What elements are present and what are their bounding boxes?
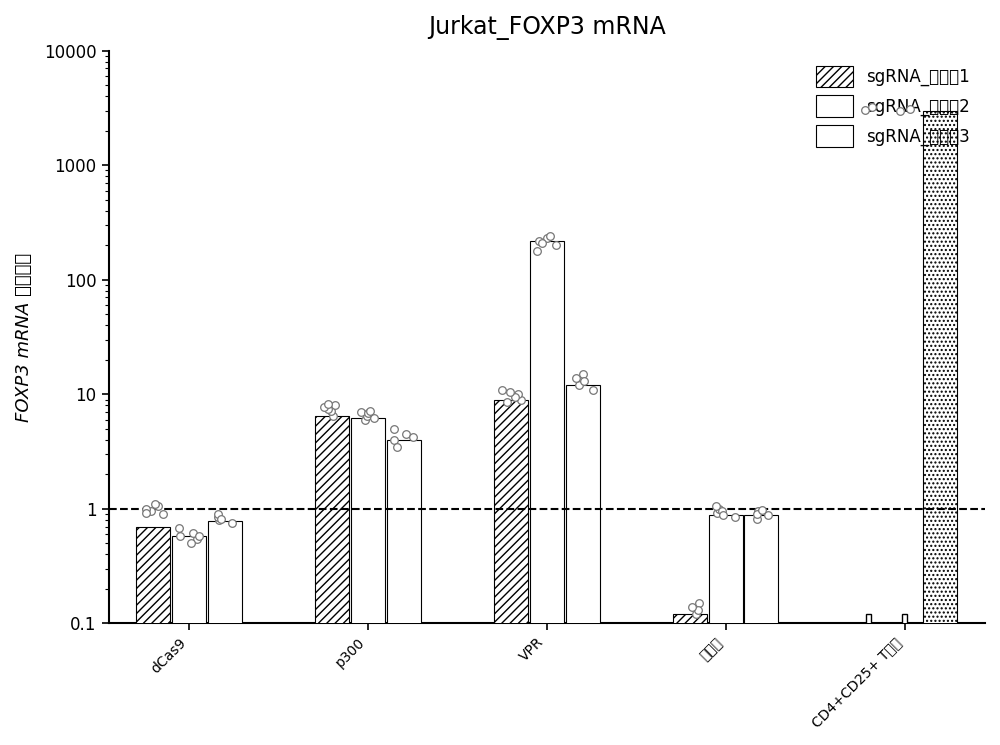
Bar bbox=[530, 241, 564, 745]
Bar bbox=[566, 385, 600, 745]
Bar bbox=[172, 536, 206, 745]
Bar bbox=[136, 527, 170, 745]
Bar bbox=[923, 110, 957, 745]
Y-axis label: FOXP3 mRNA 变化倍数: FOXP3 mRNA 变化倍数 bbox=[15, 253, 33, 422]
Bar bbox=[744, 516, 778, 745]
Bar bbox=[351, 418, 385, 745]
Bar bbox=[902, 615, 907, 745]
Title: Jurkat_FOXP3 mRNA: Jurkat_FOXP3 mRNA bbox=[428, 15, 666, 40]
Bar bbox=[494, 399, 528, 745]
Bar bbox=[315, 416, 349, 745]
Bar bbox=[673, 615, 707, 745]
Bar bbox=[709, 516, 743, 745]
Bar bbox=[866, 615, 871, 745]
Bar bbox=[387, 440, 421, 745]
Legend: sgRNA_混合牧1, sgRNA_混合牧2, sgRNA_混合牧3: sgRNA_混合牧1, sgRNA_混合牧2, sgRNA_混合牧3 bbox=[810, 59, 977, 153]
Bar bbox=[208, 522, 242, 745]
